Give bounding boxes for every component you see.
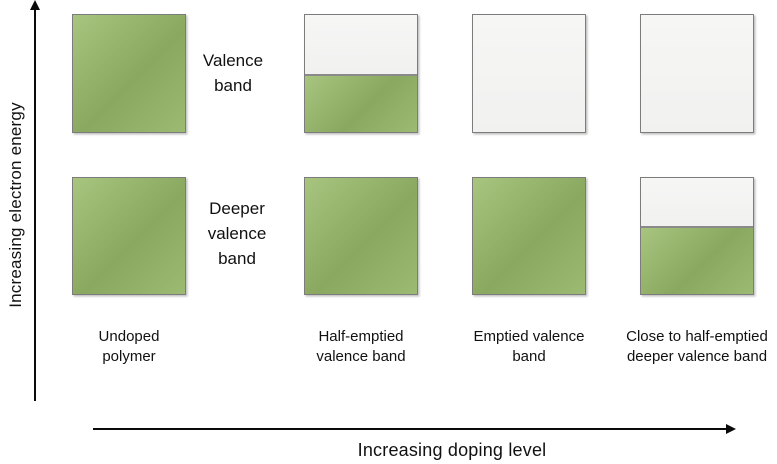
filled-states-region [305, 178, 417, 294]
filled-states-region [73, 15, 185, 132]
deeper-valence-band-label-line: band [218, 249, 256, 268]
caption-line: valence band [316, 348, 406, 365]
valence-band-box-half-emptied [304, 14, 418, 133]
valence-band-box-undoped [72, 14, 186, 133]
deeper-valence-band-label-line: valence [207, 224, 267, 243]
caption-line: Close to half-emptied [626, 328, 768, 345]
empty-states-region [641, 178, 753, 228]
filled-states-region [73, 178, 185, 294]
deeper-valence-band-label-line: Deeper [209, 199, 265, 218]
deeper-valence-band-label: Deeper valence band [208, 196, 267, 271]
caption-line: Half-emptied [318, 328, 404, 345]
deeper-band-box-close-half-emptied [640, 177, 754, 295]
up-arrowhead-icon [30, 0, 40, 10]
valence-band-label-line: Valence [202, 51, 264, 70]
empty-states-region [305, 15, 417, 76]
caption-line: band [512, 348, 546, 365]
valence-band-box-close-half-emptied [640, 14, 754, 133]
right-arrowhead-icon [726, 424, 736, 434]
caption-close-to-half-emptied-deeper-band: Close to half-emptied deeper valence ban… [626, 327, 768, 367]
caption-emptied-valence-band: Emptied valence band [474, 327, 585, 367]
caption-half-emptied-valence-band: Half-emptied valence band [316, 327, 405, 367]
deeper-band-box-undoped [72, 177, 186, 295]
caption-undoped-polymer: Undoped polymer [99, 327, 160, 367]
valence-band-box-emptied [472, 14, 586, 133]
x-axis-line [93, 428, 727, 430]
valence-band-label-line: band [214, 76, 252, 95]
y-axis-line [34, 9, 36, 401]
filled-states-region [305, 75, 417, 132]
empty-states-region [473, 15, 585, 132]
empty-states-region [641, 15, 753, 132]
filled-states-region [473, 178, 585, 294]
caption-line: Undoped [98, 328, 160, 345]
deeper-band-box-half-emptied [304, 177, 418, 295]
caption-line: polymer [102, 348, 156, 365]
deeper-band-box-emptied [472, 177, 586, 295]
x-axis-label: Increasing doping level [357, 440, 547, 460]
valence-band-label: Valence band [203, 48, 263, 98]
y-axis-label: Increasing electron energy [6, 102, 25, 308]
caption-line: Emptied valence [473, 328, 585, 345]
filled-states-region [641, 227, 753, 294]
caption-line: deeper valence band [626, 348, 768, 365]
